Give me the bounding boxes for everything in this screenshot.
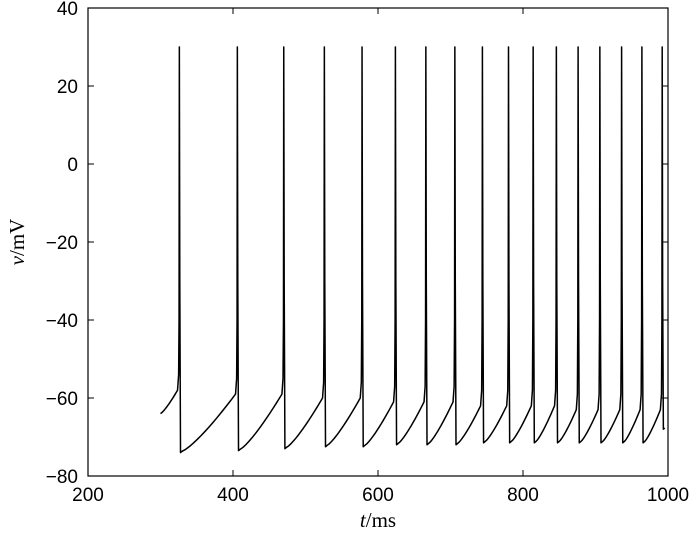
ticks: [87, 7, 669, 477]
x-tick-label: 200: [72, 485, 104, 506]
y-tick-label: −80: [46, 467, 78, 488]
y-tick-label: 40: [57, 0, 78, 20]
y-tick-label: 20: [57, 77, 78, 98]
plot-frame: [87, 7, 669, 477]
x-tick-label: 800: [507, 485, 539, 506]
y-tick-label: 0: [67, 155, 78, 176]
x-axis-var: t: [360, 508, 367, 532]
y-axis-unit: /mV: [5, 219, 29, 256]
voltage-trace: [160, 46, 666, 454]
x-tick-label: 1000: [647, 485, 689, 506]
y-tick-label: −40: [46, 311, 78, 332]
y-tick-label: −60: [46, 389, 78, 410]
x-tick-labels: 200 400 600 800 1000: [72, 485, 689, 506]
x-axis-label: t/ms: [360, 508, 396, 532]
y-tick-labels: −80 −60 −40 −20 0 20 40: [46, 0, 78, 488]
x-axis-unit: /ms: [366, 508, 396, 532]
x-tick-label: 400: [217, 485, 249, 506]
y-tick-label: −20: [46, 233, 78, 254]
y-axis-var: v: [5, 255, 29, 265]
y-axis-label: v/mV: [5, 219, 29, 266]
x-tick-label: 600: [362, 485, 394, 506]
